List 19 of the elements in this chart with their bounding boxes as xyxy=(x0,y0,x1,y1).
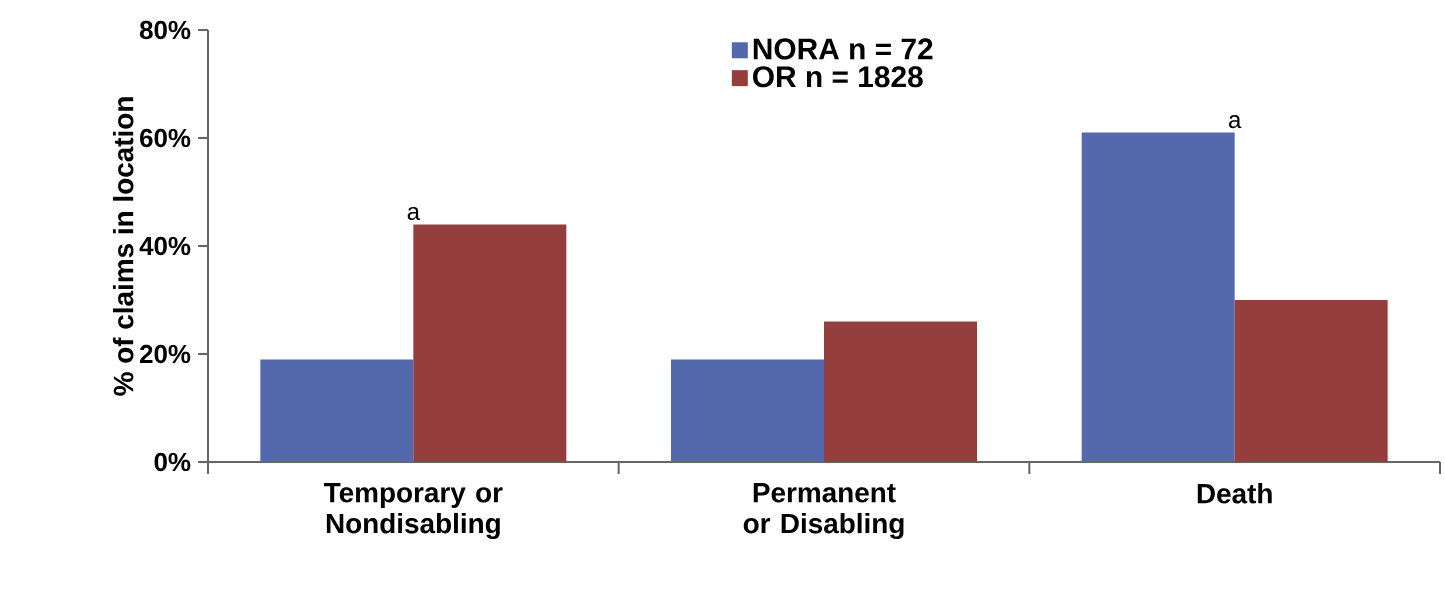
y-tick-label: 80% xyxy=(139,20,191,40)
bar xyxy=(413,224,567,462)
bar xyxy=(1081,132,1235,462)
bar xyxy=(1234,300,1388,462)
annotation: a xyxy=(1229,115,1242,129)
x-tick-label: Permanent or Disabling xyxy=(743,483,904,540)
bar xyxy=(671,359,825,462)
y-tick-label: 60% xyxy=(140,128,191,148)
annotation: a xyxy=(407,206,420,220)
y-axis-title: % of claims in location xyxy=(112,97,134,396)
y-tick-label: 0% xyxy=(154,452,191,472)
bar xyxy=(260,359,414,462)
legend-label: OR n = 1828 xyxy=(753,66,923,88)
x-tick-label: Death xyxy=(1197,483,1272,504)
y-tick-label: 20% xyxy=(140,344,191,364)
legend-label: NORA n = 72 xyxy=(753,38,933,60)
y-tick-label: 40% xyxy=(139,236,191,256)
x-tick-label: Temporary or Nondisabling xyxy=(324,483,503,540)
bar xyxy=(824,321,978,462)
